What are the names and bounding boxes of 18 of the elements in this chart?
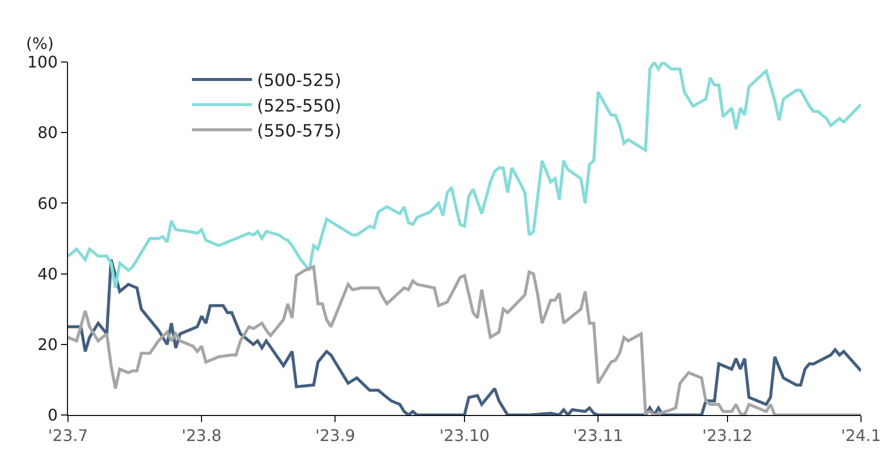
y-tick-label: 80 <box>37 123 58 142</box>
y-tick-label: 0 <box>48 406 58 425</box>
x-tick-label: '23.7 <box>48 426 88 446</box>
x-tick-label: '23.8 <box>182 426 222 446</box>
legend-label: (500-525) <box>256 71 342 92</box>
x-tick-label: '23.9 <box>315 426 356 446</box>
y-tick-label: 100 <box>27 52 58 72</box>
x-tick-label: '23.10 <box>439 426 490 446</box>
line-series <box>68 62 861 290</box>
y-tick-label: 40 <box>37 264 58 284</box>
legend-label: (550-575) <box>256 121 342 142</box>
legend-label: (525-550) <box>256 96 342 116</box>
y-tick-label: 20 <box>37 335 58 354</box>
y-axis-title: (%) <box>26 34 54 53</box>
y-tick-label: 60 <box>37 194 58 213</box>
x-tick-label: '24.1 <box>840 426 882 446</box>
x-tick-label: '23.12 <box>702 426 752 446</box>
x-tick-label: '23.11 <box>573 426 624 446</box>
